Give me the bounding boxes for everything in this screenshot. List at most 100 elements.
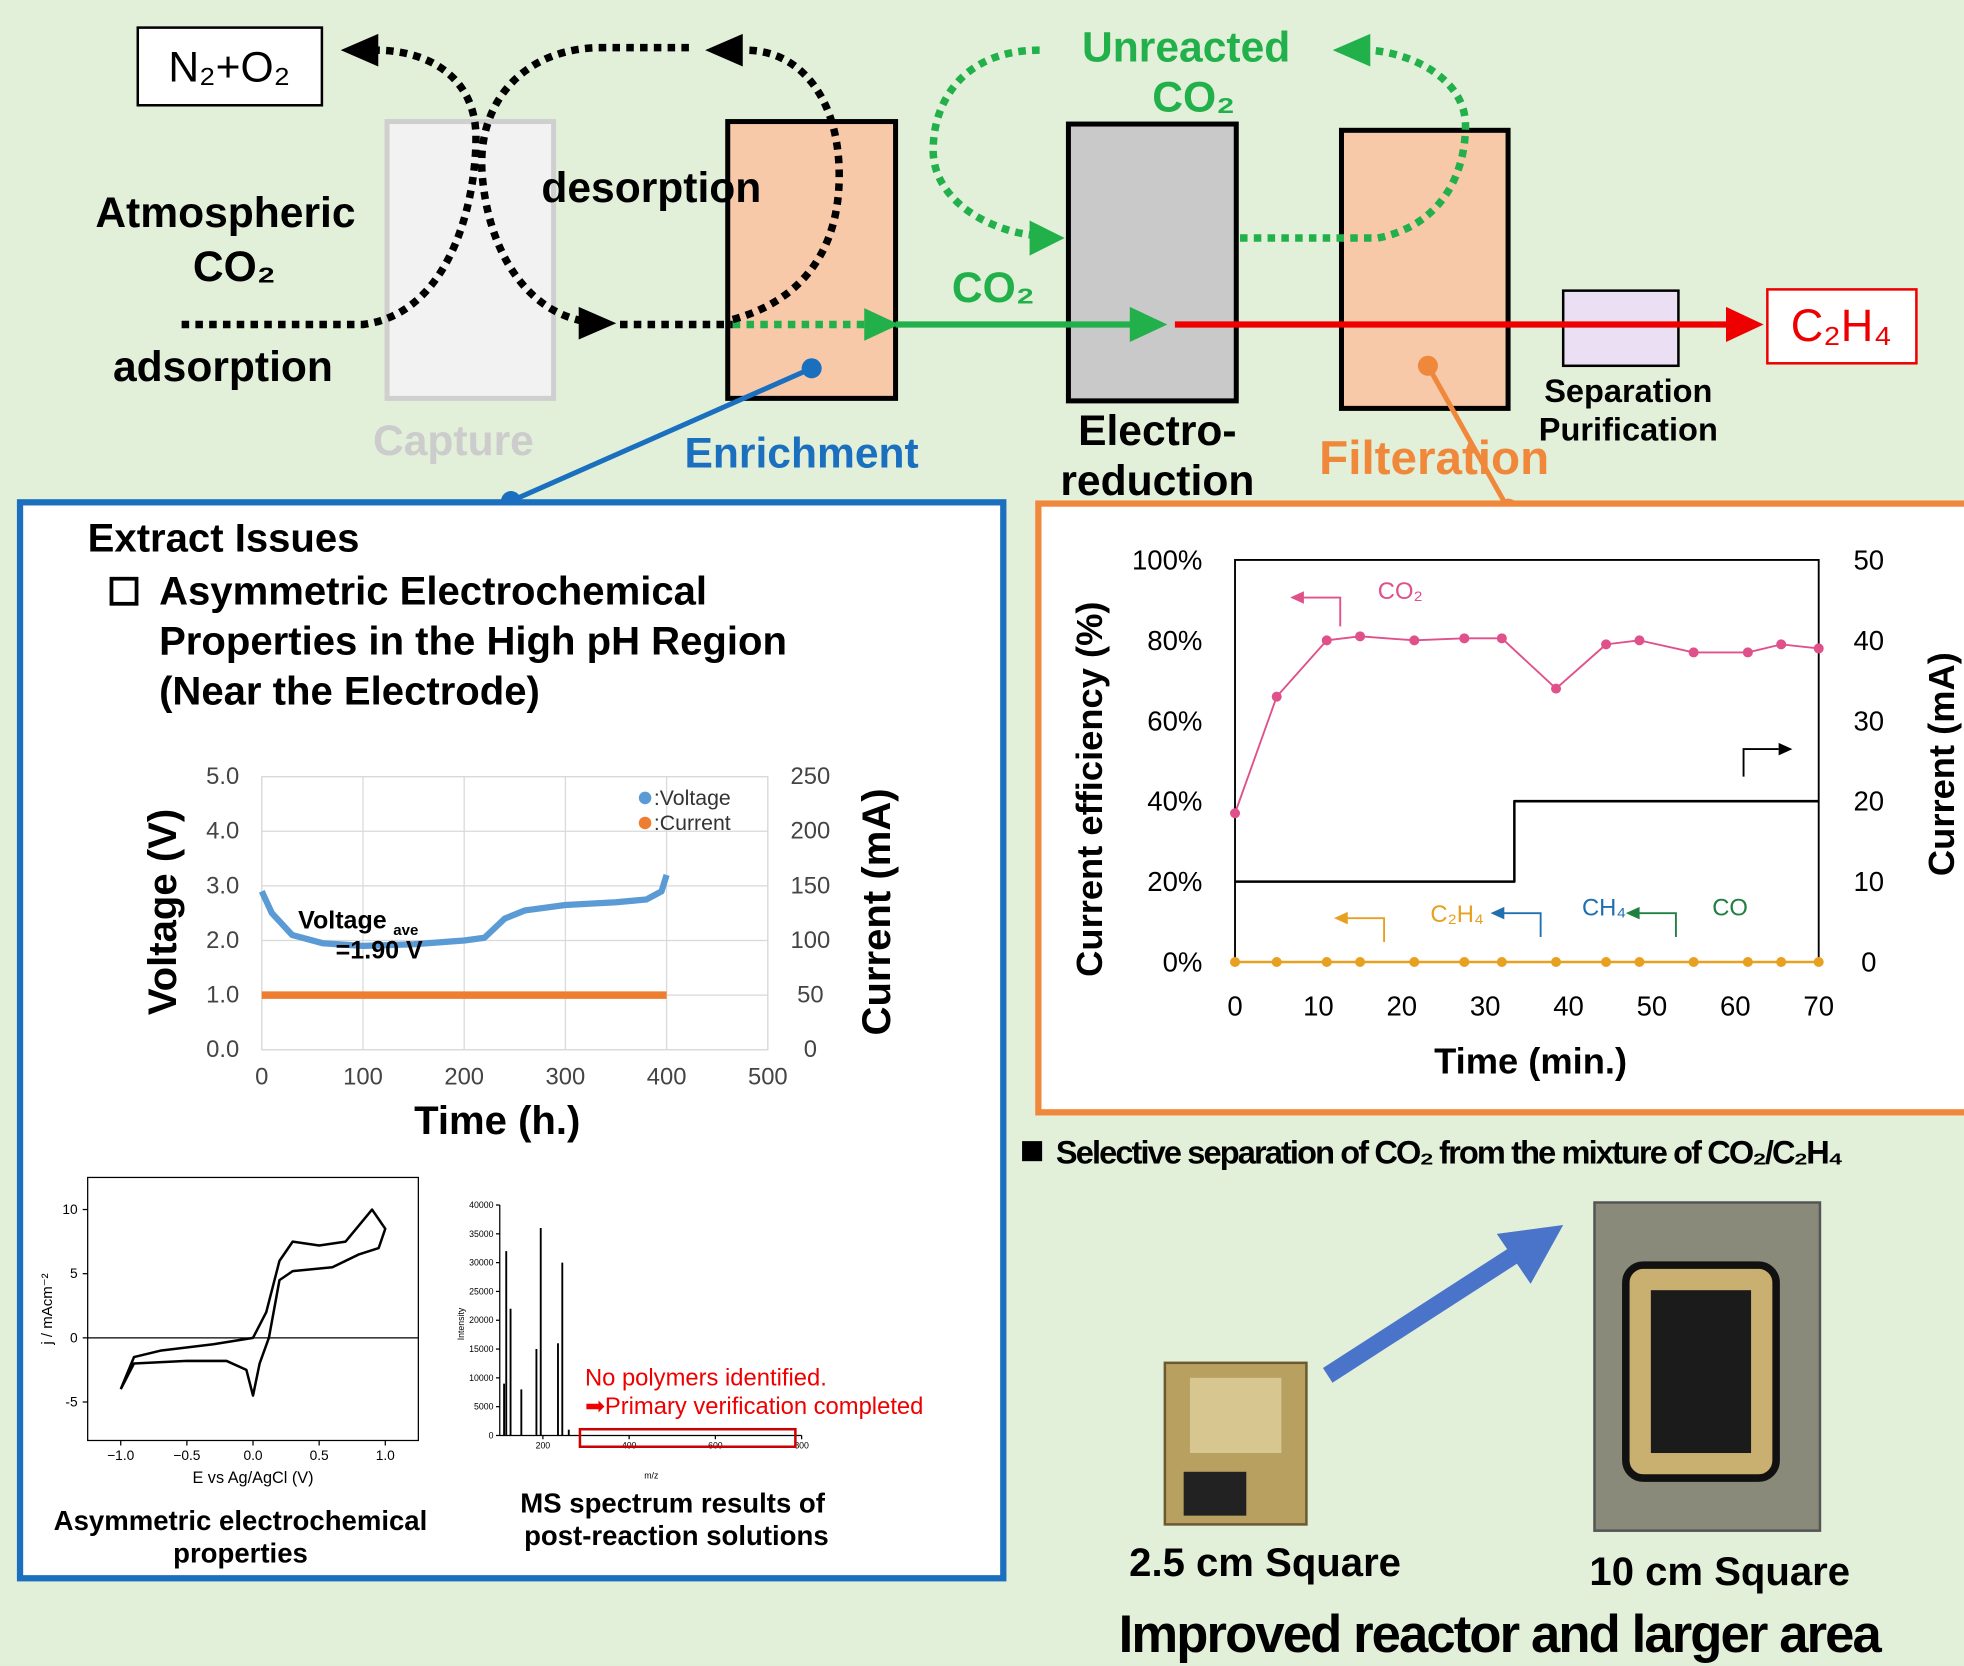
y2-tick-label: 20: [1853, 786, 1884, 817]
electroreduction-box: [1068, 124, 1236, 401]
stage-label: Capture: [373, 417, 534, 465]
y-tick-label: 5: [70, 1266, 78, 1281]
y-tick-label: 0.0: [206, 1036, 239, 1063]
stage-label: reduction: [1060, 457, 1254, 505]
x-axis-label: Time (h.): [414, 1099, 580, 1143]
y-tick-label: 60%: [1147, 705, 1202, 736]
series-marker: [1776, 957, 1786, 967]
series-marker: [1230, 808, 1240, 818]
panel-heading: Extract Issues: [88, 517, 360, 561]
y-tick-label: 1.0: [206, 982, 239, 1009]
series-marker: [1814, 957, 1824, 967]
y-tick-label: 4.0: [206, 818, 239, 845]
issue-text: Asymmetric Electrochemical: [159, 569, 707, 613]
y2-tick-label: 150: [791, 872, 831, 899]
x-tick-label: 0.5: [310, 1448, 329, 1463]
reactor-label: 10 cm Square: [1589, 1550, 1850, 1594]
y-tick-label: 0%: [1163, 947, 1203, 978]
y-axis-label: j / mAcm⁻²: [39, 1273, 56, 1345]
series-marker: [1634, 635, 1644, 645]
x-tick-label: 20: [1386, 990, 1417, 1021]
y-tick-label: 5000: [474, 1402, 494, 1412]
unreacted-label: Unreacted: [1082, 24, 1290, 72]
page: N₂+O₂ Atmospheric CO₂ adsorption desorpt…: [0, 0, 1964, 1666]
emissions-label: N₂+O₂: [168, 44, 290, 92]
x-axis-label: Time (min.): [1434, 1040, 1627, 1081]
y-axis-label: Voltage (V): [141, 809, 185, 1015]
legend-marker: [639, 817, 652, 830]
issue-text: (Near the Electrode): [159, 669, 540, 713]
y-tick-label: 100%: [1132, 544, 1202, 575]
x-tick-label: 10: [1303, 990, 1334, 1021]
y-tick-label: 80%: [1147, 625, 1202, 656]
series-marker: [1551, 684, 1561, 694]
x-tick-label: 50: [1637, 990, 1668, 1021]
x-axis-label: E vs Ag/AgCl (V): [192, 1469, 313, 1487]
photo-detail: [1190, 1378, 1281, 1453]
series-marker: [1322, 635, 1332, 645]
series-marker: [1601, 957, 1611, 967]
x-tick-label: 70: [1803, 990, 1834, 1021]
x-tick-label: 100: [343, 1064, 383, 1091]
y-tick-label: 10: [62, 1202, 78, 1217]
stage-label: Enrichment: [685, 429, 919, 477]
stage-label: Filteration: [1319, 432, 1549, 485]
annotation: CH₄: [1582, 895, 1626, 922]
product-label: C₂H₄: [1791, 300, 1892, 351]
unreacted-label: CO₂: [1152, 74, 1235, 122]
x-tick-label: 1.0: [376, 1448, 395, 1463]
annotation: Voltage: [298, 907, 387, 935]
stage-label: Separation: [1544, 373, 1712, 409]
y2-tick-label: 100: [791, 927, 831, 954]
y2-tick-label: 50: [797, 982, 823, 1009]
y-tick-label: 0: [70, 1330, 78, 1345]
y2-axis-label: Current (mA): [1921, 652, 1962, 876]
series-marker: [1689, 957, 1699, 967]
adsorption-label: adsorption: [113, 343, 333, 391]
series-marker: [1689, 647, 1699, 657]
series-marker: [1634, 957, 1644, 967]
series-marker: [1551, 957, 1561, 967]
y-tick-label: 0: [489, 1430, 494, 1440]
series-marker: [1355, 631, 1365, 641]
y-tick-label: 2.0: [206, 927, 239, 954]
flow-label: CO₂: [952, 264, 1035, 312]
caption: properties: [173, 1538, 308, 1569]
caption: MS spectrum results of: [520, 1488, 825, 1519]
x-tick-label: 200: [444, 1064, 484, 1091]
y2-tick-label: 10: [1853, 866, 1884, 897]
series-marker: [1814, 643, 1824, 653]
note-text: Selective separation of CO₂ from the mix…: [1056, 1134, 1842, 1170]
y2-tick-label: 30: [1853, 705, 1884, 736]
y-axis-label: Intensity: [456, 1307, 466, 1340]
x-tick-label: 300: [546, 1064, 586, 1091]
separation-box: [1563, 291, 1678, 366]
capture-box: [387, 122, 554, 399]
x-tick-label: 30: [1470, 990, 1501, 1021]
y-tick-label: 3.0: [206, 872, 239, 899]
y-tick-label: 15000: [469, 1344, 493, 1354]
series-marker: [1230, 957, 1240, 967]
x-tick-label: 200: [536, 1440, 551, 1450]
y-tick-label: 10000: [469, 1373, 493, 1383]
issue-text: Properties in the High pH Region: [159, 619, 787, 663]
reactor-label: 2.5 cm Square: [1129, 1541, 1401, 1585]
series-marker: [1743, 957, 1753, 967]
stage-label: Purification: [1539, 412, 1718, 448]
series-marker: [1322, 957, 1332, 967]
series-marker: [1272, 692, 1282, 702]
annotation: No polymers identified.: [585, 1364, 827, 1391]
x-axis-label: m/z: [644, 1471, 658, 1481]
series-marker: [1776, 639, 1786, 649]
annotation: ➡Primary verification completed: [585, 1393, 923, 1420]
annotation: CO: [1712, 895, 1748, 922]
y-tick-label: -5: [65, 1394, 78, 1409]
y-tick-label: 25000: [469, 1286, 493, 1296]
bullet: [1022, 1141, 1042, 1161]
y-tick-label: 30000: [469, 1258, 493, 1268]
series-marker: [1409, 957, 1419, 967]
y2-tick-label: 40: [1853, 625, 1884, 656]
caption: Asymmetric electrochemical: [54, 1505, 428, 1536]
legend-marker: [639, 792, 652, 805]
source-label: CO₂: [193, 243, 276, 291]
